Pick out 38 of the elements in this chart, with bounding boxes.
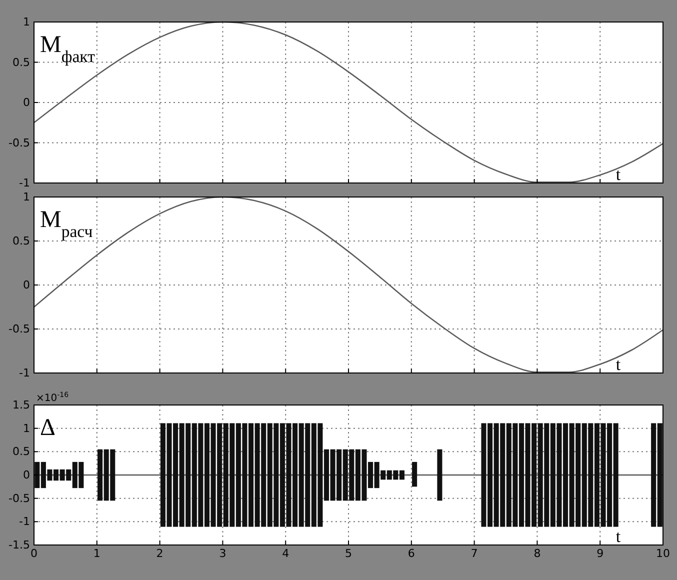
x-axis-title: t (616, 165, 621, 184)
y-tick-label: 0 (23, 278, 30, 292)
y-tick-label: -0.5 (8, 322, 30, 336)
text: M$_{расч}$ (40, 207, 94, 240)
x-tick-label: 4 (282, 546, 290, 560)
y-tick-label: -1 (19, 176, 30, 190)
chart-title: Δ (40, 415, 56, 441)
x-tick-label: 2 (156, 546, 164, 560)
text: ×10$^{-16}$ (36, 391, 70, 404)
y-tick-label: -1 (19, 515, 30, 528)
y-tick-label: 1.5 (12, 398, 30, 412)
line-series (33, 21, 664, 183)
x-tick-label: 1 (93, 546, 100, 560)
y-tick-label: -0.5 (8, 136, 30, 150)
y-tick-label: 1 (23, 422, 30, 435)
y-tick-label: 0.5 (12, 234, 30, 248)
y-tick-label: 0.5 (12, 445, 30, 458)
y-tick-label: 1 (23, 190, 30, 204)
x-tick-label: 9 (596, 546, 604, 560)
bar (437, 449, 442, 501)
y-tick-label: -0.5 (8, 492, 30, 505)
x-axis-title: t (616, 527, 621, 546)
y-tick-label: 1 (23, 16, 30, 29)
x-tick-label: 5 (345, 546, 352, 560)
y-tick-label: -1.5 (8, 538, 30, 552)
x-axis-title: t (616, 355, 621, 374)
y-tick-label: 0 (23, 468, 30, 482)
bar (412, 462, 418, 487)
x-tick-label: 10 (656, 546, 670, 560)
y-tick-label: 0.5 (12, 56, 30, 69)
x-tick-label: 3 (219, 546, 226, 560)
line-series (33, 196, 664, 373)
y-tick-label: 0 (23, 96, 30, 110)
x-tick-label: 8 (534, 546, 541, 560)
x-tick-label: 7 (470, 546, 478, 560)
y-tick-label: -1 (19, 366, 30, 380)
text: M$_{факт}$ (40, 32, 96, 66)
x-tick-label: 6 (408, 546, 415, 560)
